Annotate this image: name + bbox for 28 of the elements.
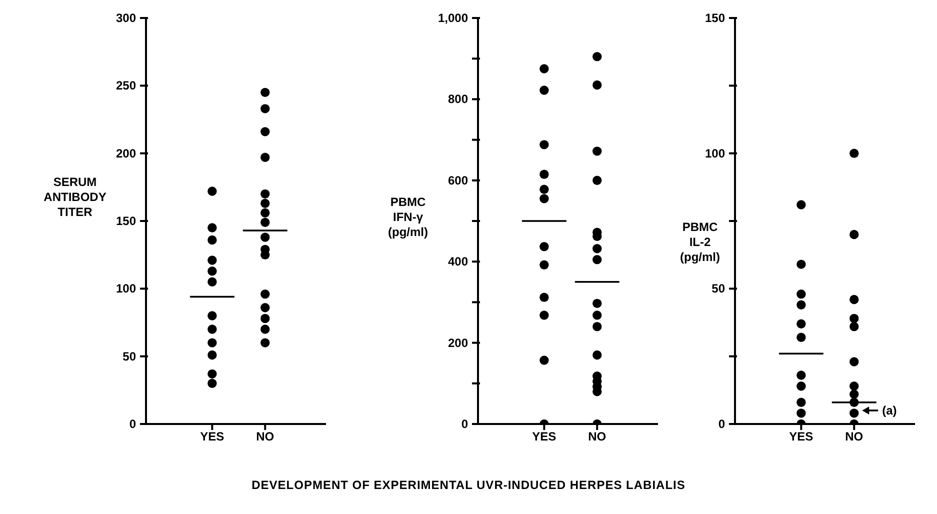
y-tick-label: 200 — [116, 146, 136, 160]
x-tick-label: NO — [256, 430, 274, 444]
x-tick-label: NO — [588, 430, 606, 444]
y-tick-label: 100 — [116, 282, 136, 296]
y-tick-label: 800 — [448, 92, 468, 106]
x-tick-label: YES — [789, 430, 814, 444]
y-axis-title: SERUM ANTIBODY TITER — [42, 175, 108, 219]
y-axis-title: PBMC IFN-γ (pg/ml) — [387, 195, 429, 240]
x-axis-title: DEVELOPMENT OF EXPERIMENTAL UVR-INDUCED HERPES LABIALIS — [250, 478, 686, 492]
x-tick-label: YES — [200, 430, 224, 444]
y-tick-label: 150 — [704, 11, 726, 25]
y-tick-label: 50 — [122, 349, 136, 364]
y-tick-label: 1,000 — [438, 11, 468, 25]
y-tick-label: 300 — [116, 11, 136, 25]
x-tick-label: YES — [532, 430, 556, 444]
x-tick-label: NO — [845, 430, 864, 444]
y-tick-label: 0 — [129, 417, 136, 431]
y-tick-label: 0 — [718, 417, 726, 431]
y-tick-label: 150 — [116, 214, 136, 228]
y-tick-label: 200 — [448, 336, 468, 350]
y-tick-label: 400 — [448, 254, 468, 269]
annotation: (a) — [882, 403, 897, 418]
y-tick-label: 250 — [116, 78, 136, 93]
y-tick-label: 600 — [448, 173, 468, 188]
y-tick-label: 0 — [461, 417, 468, 431]
y-tick-label: 100 — [704, 146, 726, 160]
y-axis-title: PBMC IL-2 (pg/ml) — [679, 220, 721, 265]
y-tick-label: 50 — [712, 282, 726, 296]
